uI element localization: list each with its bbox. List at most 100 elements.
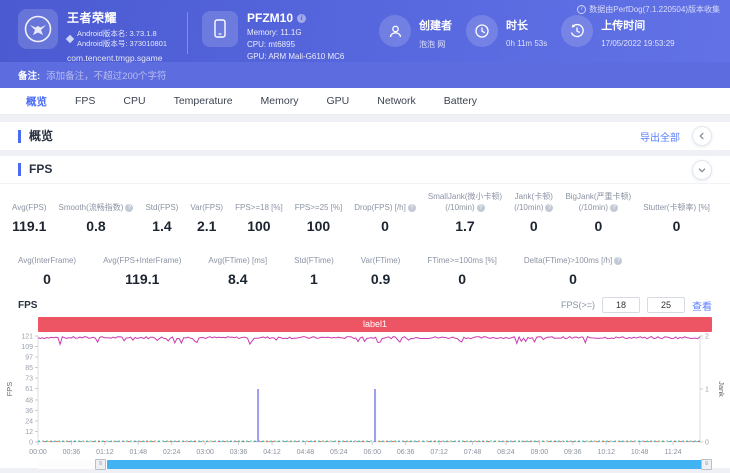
device-info-icon[interactable]: i [297,13,307,23]
fps-threshold-input-1[interactable] [602,297,640,313]
svg-text:00:00: 00:00 [29,449,47,455]
help-icon[interactable]: ? [476,203,485,212]
tab-概览[interactable]: 概览 [26,95,47,108]
svg-text:01:12: 01:12 [96,449,114,455]
help-icon[interactable]: ? [125,203,134,212]
chart-annotation-banner: label1 [38,317,712,332]
svg-text:FPS: FPS [5,382,14,397]
svg-text:2: 2 [705,334,709,341]
stat-label: Smooth(流畅指数)? [59,191,134,213]
svg-text:0: 0 [29,440,33,447]
tab-Battery[interactable]: Battery [443,95,478,107]
history-clock-icon [561,15,594,47]
svg-text:10:12: 10:12 [597,449,615,455]
svg-text:00:36: 00:36 [63,449,81,455]
svg-text:85: 85 [25,365,33,372]
stat-label: Var(FTime) [360,255,401,265]
stat-label: Drop(FPS) [/h]? [354,191,416,213]
overview-section-header: 概览 导出全部 [0,122,730,150]
stat-label: SmallJank(微小卡顿) (/10min)? [427,192,503,212]
app-icon [18,9,58,49]
stat-value: 100 [306,218,331,234]
stat-value: 0 [381,218,389,234]
stat-cell: Smooth(流畅指数)? 0.8 [59,191,134,234]
header: i 数据由PerfDog(7.1.220504)版本收集 王者荣耀 Androi… [0,0,730,63]
tab-FPS[interactable]: FPS [75,95,96,107]
help-icon[interactable]: ? [614,256,623,265]
tab-Network[interactable]: Network [377,95,416,107]
stat-value: 1 [310,271,318,287]
svg-text:97: 97 [25,355,33,362]
device-model: PFZM10 [247,11,294,25]
svg-text:04:48: 04:48 [297,449,315,455]
stat-cell: Avg(InterFrame) 0 [18,244,76,287]
fps-stats-row-1: Avg(FPS) 119.1 Smooth(流畅指数)? 0.8 Std(FPS… [0,184,730,234]
duration-block: 时长 0h 11m 53s [466,15,547,48]
stat-label: FPS>=18 [%] [235,202,283,212]
device-memory: Memory: 11.1G [247,28,302,37]
svg-text:09:00: 09:00 [531,449,549,455]
stat-label: FTime>=100ms [%] [427,255,497,265]
help-icon[interactable]: ? [545,203,554,212]
stat-value: 119.1 [125,271,160,287]
fps-stats-row-2: Avg(InterFrame) 0 Avg(FPS+InterFrame) 11… [0,234,730,287]
svg-text:48: 48 [25,397,33,404]
chart-scrollbar[interactable]: ≡ ≡ [38,459,712,470]
stat-value: 0 [43,271,51,287]
svg-text:12: 12 [25,429,33,436]
export-all-link[interactable]: 导出全部 [640,132,680,144]
scrollbar-range[interactable] [107,460,702,469]
upload-label: 上传时间 [601,20,646,32]
note-input[interactable]: 添加备注，不超过200个字符 [46,71,167,82]
stat-label: Avg(FPS+InterFrame) [103,255,182,265]
stat-cell: BigJank(严重卡顿) (/10min)? 0 [565,191,631,234]
wolf-logo-icon [24,15,52,43]
svg-text:0: 0 [705,440,709,447]
stat-value: 2.1 [196,218,217,234]
note-bar: 备注: 添加备注，不超过200个字符 [0,62,730,88]
app-version-code: Android版本号: 373010801 [77,38,168,48]
stat-label: Delta(FTime)>100ms [/h]? [524,244,623,266]
fps-panel: FPS Avg(FPS) 119.1 Smooth(流畅指数)? 0.8 Std… [0,156,730,473]
svg-text:11:24: 11:24 [665,449,682,455]
fps-chart[interactable]: 0 12 24 36 48 61 73 85 97 109 121 0 1 2 FPS Jank 00:00 00… [0,333,730,460]
stat-cell: Std(FPS) 1.4 [145,191,178,234]
phone-icon [202,11,238,47]
divider [187,12,188,54]
help-icon[interactable]: ? [407,203,416,212]
stat-cell: Var(FTime) 0.9 [361,244,401,287]
tab-Temperature[interactable]: Temperature [173,95,233,107]
stat-label: Jank(卡顿) (/10min)? [514,192,554,212]
person-icon [379,15,411,47]
tab-CPU[interactable]: CPU [123,95,146,107]
fps-threshold-label: FPS(>=) [560,300,595,310]
view-button[interactable]: 查看 [692,301,712,313]
stat-value: 1.4 [152,218,172,234]
fps-collapse-button[interactable] [692,159,712,180]
scrollbar-handle-left[interactable]: ≡ [95,459,106,470]
collapse-left-button[interactable] [692,126,712,146]
svg-text:36: 36 [25,408,33,415]
stat-value: 100 [247,218,271,234]
tab-GPU[interactable]: GPU [326,95,350,107]
tab-Memory[interactable]: Memory [260,95,299,107]
fps-panel-title: FPS [18,163,52,176]
stat-label: BigJank(严重卡顿) (/10min)? [565,192,632,212]
help-icon[interactable]: ? [610,203,618,212]
scrollbar-handle-right[interactable]: ≡ [701,459,712,470]
fps-threshold-input-2[interactable] [647,297,685,313]
creator-label: 创建者 [419,20,452,32]
upload-block: 上传时间 17/05/2022 19:53:29 [561,15,675,48]
app-name: 王者荣耀 [67,11,118,25]
stat-cell: FTime>=100ms [%] 0 [427,244,497,287]
svg-text:1: 1 [705,387,709,394]
stat-cell: Std(FTime) 1 [294,244,334,287]
svg-text:121: 121 [21,334,33,341]
svg-text:07:48: 07:48 [464,449,482,455]
app-version-name: Android版本名: 3.73.1.8 [77,29,157,38]
chart-section-title: FPS [18,299,38,311]
stat-value: 0.8 [86,218,106,234]
svg-text:08:24: 08:24 [497,449,515,455]
stat-label: Std(FTime) [294,255,334,265]
